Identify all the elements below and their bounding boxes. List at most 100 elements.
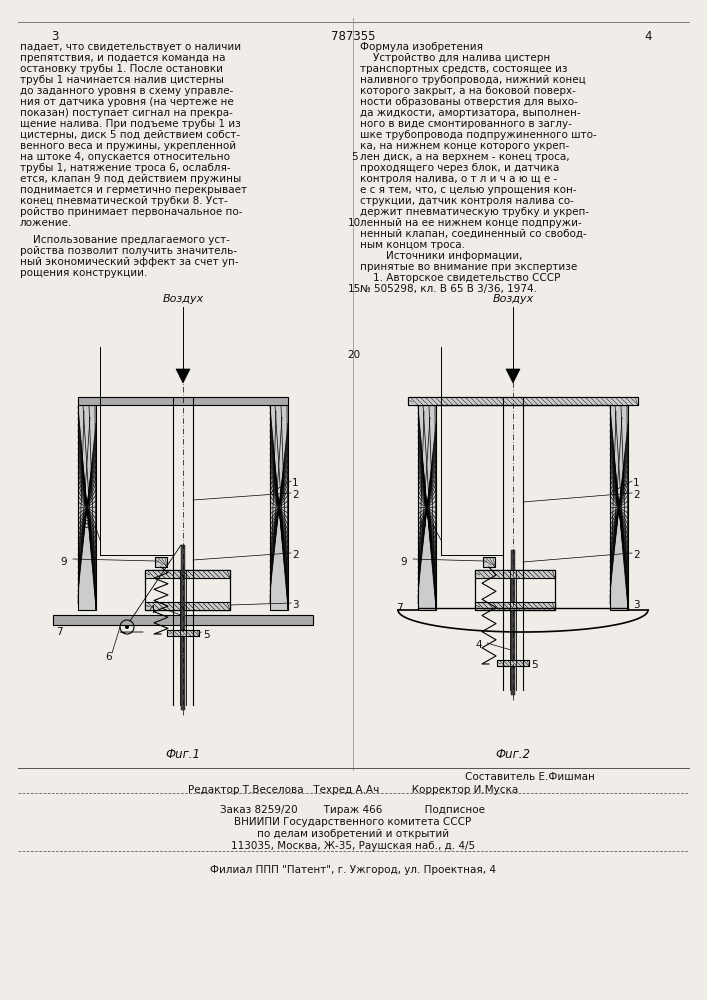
Text: 4: 4 xyxy=(148,605,155,615)
Text: Заказ 8259/20        Тираж 466             Подписное: Заказ 8259/20 Тираж 466 Подписное xyxy=(221,805,486,815)
Text: 2: 2 xyxy=(633,550,640,560)
Text: 9: 9 xyxy=(400,557,407,567)
Text: поднимается и герметично перекрывает: поднимается и герметично перекрывает xyxy=(20,185,247,195)
Text: 10: 10 xyxy=(347,218,361,228)
Bar xyxy=(53,615,313,625)
Text: 15: 15 xyxy=(347,284,361,294)
Text: 2: 2 xyxy=(633,490,640,500)
Text: Фuг.1: Фuг.1 xyxy=(165,748,201,761)
Text: ным концом троса.: ным концом троса. xyxy=(360,240,465,250)
Text: ВНИИПИ Государственного комитета СССР: ВНИИПИ Государственного комитета СССР xyxy=(235,817,472,827)
Text: 8: 8 xyxy=(82,520,88,530)
Text: принятые во внимание при экспертизе: принятые во внимание при экспертизе xyxy=(360,262,577,272)
Polygon shape xyxy=(176,369,190,383)
Bar xyxy=(145,570,230,578)
Text: наливного трубопровода, нижний конец: наливного трубопровода, нижний конец xyxy=(360,75,586,85)
Bar xyxy=(418,405,436,610)
Text: транспортных средств, состоящее из: транспортных средств, состоящее из xyxy=(360,64,568,74)
Text: остановку трубы 1. После остановки: остановку трубы 1. После остановки xyxy=(20,64,223,74)
Text: ется, клапан 9 под действием пружины: ется, клапан 9 под действием пружины xyxy=(20,174,241,184)
Text: цистерны, диск 5 под действием собст-: цистерны, диск 5 под действием собст- xyxy=(20,130,240,140)
Text: ности образованы отверстия для выхо-: ности образованы отверстия для выхо- xyxy=(360,97,578,107)
Bar xyxy=(155,557,167,567)
Bar xyxy=(475,570,555,610)
Bar xyxy=(270,405,288,610)
Text: 5: 5 xyxy=(351,152,357,162)
Text: 3: 3 xyxy=(633,600,640,610)
Bar xyxy=(483,557,495,567)
Bar xyxy=(475,570,555,578)
Text: трубы 1 начинается налив цистерны: трубы 1 начинается налив цистерны xyxy=(20,75,224,85)
Text: по делам изобретений и открытий: по делам изобретений и открытий xyxy=(257,829,449,839)
Bar xyxy=(497,660,529,666)
Bar xyxy=(610,405,628,610)
Bar xyxy=(408,397,638,405)
Text: ненный клапан, соединенный со свобод-: ненный клапан, соединенный со свобод- xyxy=(360,229,587,239)
Text: венного веса и пружины, укрепленной: венного веса и пружины, укрепленной xyxy=(20,141,236,151)
Text: 3: 3 xyxy=(52,30,59,43)
Text: Источники информации,: Источники информации, xyxy=(360,251,522,261)
Text: ройства позволит получить значитель-: ройства позволит получить значитель- xyxy=(20,246,237,256)
Text: да жидкости, амортизатора, выполнен-: да жидкости, амортизатора, выполнен- xyxy=(360,108,580,118)
Text: ный экономический эффект за счет уп-: ный экономический эффект за счет уп- xyxy=(20,257,239,267)
Text: 4: 4 xyxy=(475,640,481,650)
Text: 5: 5 xyxy=(531,660,537,670)
Text: Использование предлагаемого уст-: Использование предлагаемого уст- xyxy=(20,235,230,245)
Bar xyxy=(408,397,638,405)
Text: е с я тем, что, с целью упрощения кон-: е с я тем, что, с целью упрощения кон- xyxy=(360,185,577,195)
Bar xyxy=(181,545,185,710)
Bar xyxy=(78,397,288,405)
Text: 8: 8 xyxy=(419,520,426,530)
Text: 7: 7 xyxy=(56,627,63,637)
Text: ленный на ее нижнем конце подпружи-: ленный на ее нижнем конце подпружи- xyxy=(360,218,582,228)
Text: Составитель Е.Фишман: Составитель Е.Фишман xyxy=(465,772,595,782)
Text: ния от датчика уровня (на чертеже не: ния от датчика уровня (на чертеже не xyxy=(20,97,234,107)
Text: струкции, датчик контроля налива со-: струкции, датчик контроля налива со- xyxy=(360,196,574,206)
Text: 4: 4 xyxy=(644,30,652,43)
Text: № 505298, кл. В 65 В 3/36, 1974.: № 505298, кл. В 65 В 3/36, 1974. xyxy=(360,284,537,294)
Polygon shape xyxy=(506,369,520,383)
Text: 9: 9 xyxy=(60,557,66,567)
Text: Воздух: Воздух xyxy=(163,294,204,304)
Bar xyxy=(475,602,555,610)
Text: шке трубопровода подпружиненного што-: шке трубопровода подпружиненного што- xyxy=(360,130,597,140)
Text: держит пневматическую трубку и укреп-: держит пневматическую трубку и укреп- xyxy=(360,207,589,217)
Text: 7: 7 xyxy=(396,603,402,613)
Text: 113035, Москва, Ж-35, Раушская наб., д. 4/5: 113035, Москва, Ж-35, Раушская наб., д. … xyxy=(231,841,475,851)
Circle shape xyxy=(125,625,129,629)
Text: на штоке 4, опускается относительно: на штоке 4, опускается относительно xyxy=(20,152,230,162)
Text: ройство принимает первоначальное по-: ройство принимает первоначальное по- xyxy=(20,207,243,217)
Text: 787355: 787355 xyxy=(331,30,375,43)
Bar xyxy=(483,557,495,567)
Bar xyxy=(78,405,96,610)
Bar xyxy=(155,557,167,567)
Text: которого закрыт, а на боковой поверх-: которого закрыт, а на боковой поверх- xyxy=(360,86,576,96)
Text: Формула изобретения: Формула изобретения xyxy=(360,42,483,52)
Text: препятствия, и подается команда на: препятствия, и подается команда на xyxy=(20,53,226,63)
Text: трубы 1, натяжение троса 6, ослабля-: трубы 1, натяжение троса 6, ослабля- xyxy=(20,163,230,173)
Text: Филиал ППП "Патент", г. Ужгород, ул. Проектная, 4: Филиал ППП "Патент", г. Ужгород, ул. Про… xyxy=(210,865,496,875)
Text: Фuг.2: Фuг.2 xyxy=(496,748,530,761)
Text: ка, на нижнем конце которого укреп-: ка, на нижнем конце которого укреп- xyxy=(360,141,569,151)
Text: 1. Авторское свидетельство СССР: 1. Авторское свидетельство СССР xyxy=(360,273,561,283)
Text: проходящего через блок, и датчика: проходящего через блок, и датчика xyxy=(360,163,559,173)
Text: 6: 6 xyxy=(105,652,112,662)
Bar xyxy=(167,630,199,636)
Text: ного в виде смонтированного в заглу-: ного в виде смонтированного в заглу- xyxy=(360,119,572,129)
Text: 1: 1 xyxy=(633,478,640,488)
Text: Редактор Т.Веселова   Техред А.Ач          Корректор И.Муска: Редактор Т.Веселова Техред А.Ач Корректо… xyxy=(188,785,518,795)
Text: рощения конструкции.: рощения конструкции. xyxy=(20,268,147,278)
Text: Воздух: Воздух xyxy=(492,294,534,304)
Text: Устройство для налива цистерн: Устройство для налива цистерн xyxy=(360,53,550,63)
Text: 2: 2 xyxy=(292,550,298,560)
Text: 1: 1 xyxy=(292,478,298,488)
Text: конец пневматической трубки 8. Уст-: конец пневматической трубки 8. Уст- xyxy=(20,196,228,206)
Text: щение налива. При подъеме трубы 1 из: щение налива. При подъеме трубы 1 из xyxy=(20,119,241,129)
Bar xyxy=(511,550,515,695)
Text: падает, что свидетельствует о наличии: падает, что свидетельствует о наличии xyxy=(20,42,241,52)
Text: показан) поступает сигнал на прекра-: показан) поступает сигнал на прекра- xyxy=(20,108,233,118)
Bar xyxy=(497,660,529,666)
Text: 20: 20 xyxy=(347,350,361,360)
Text: до заданного уровня в схему управле-: до заданного уровня в схему управле- xyxy=(20,86,233,96)
Bar xyxy=(145,602,230,610)
